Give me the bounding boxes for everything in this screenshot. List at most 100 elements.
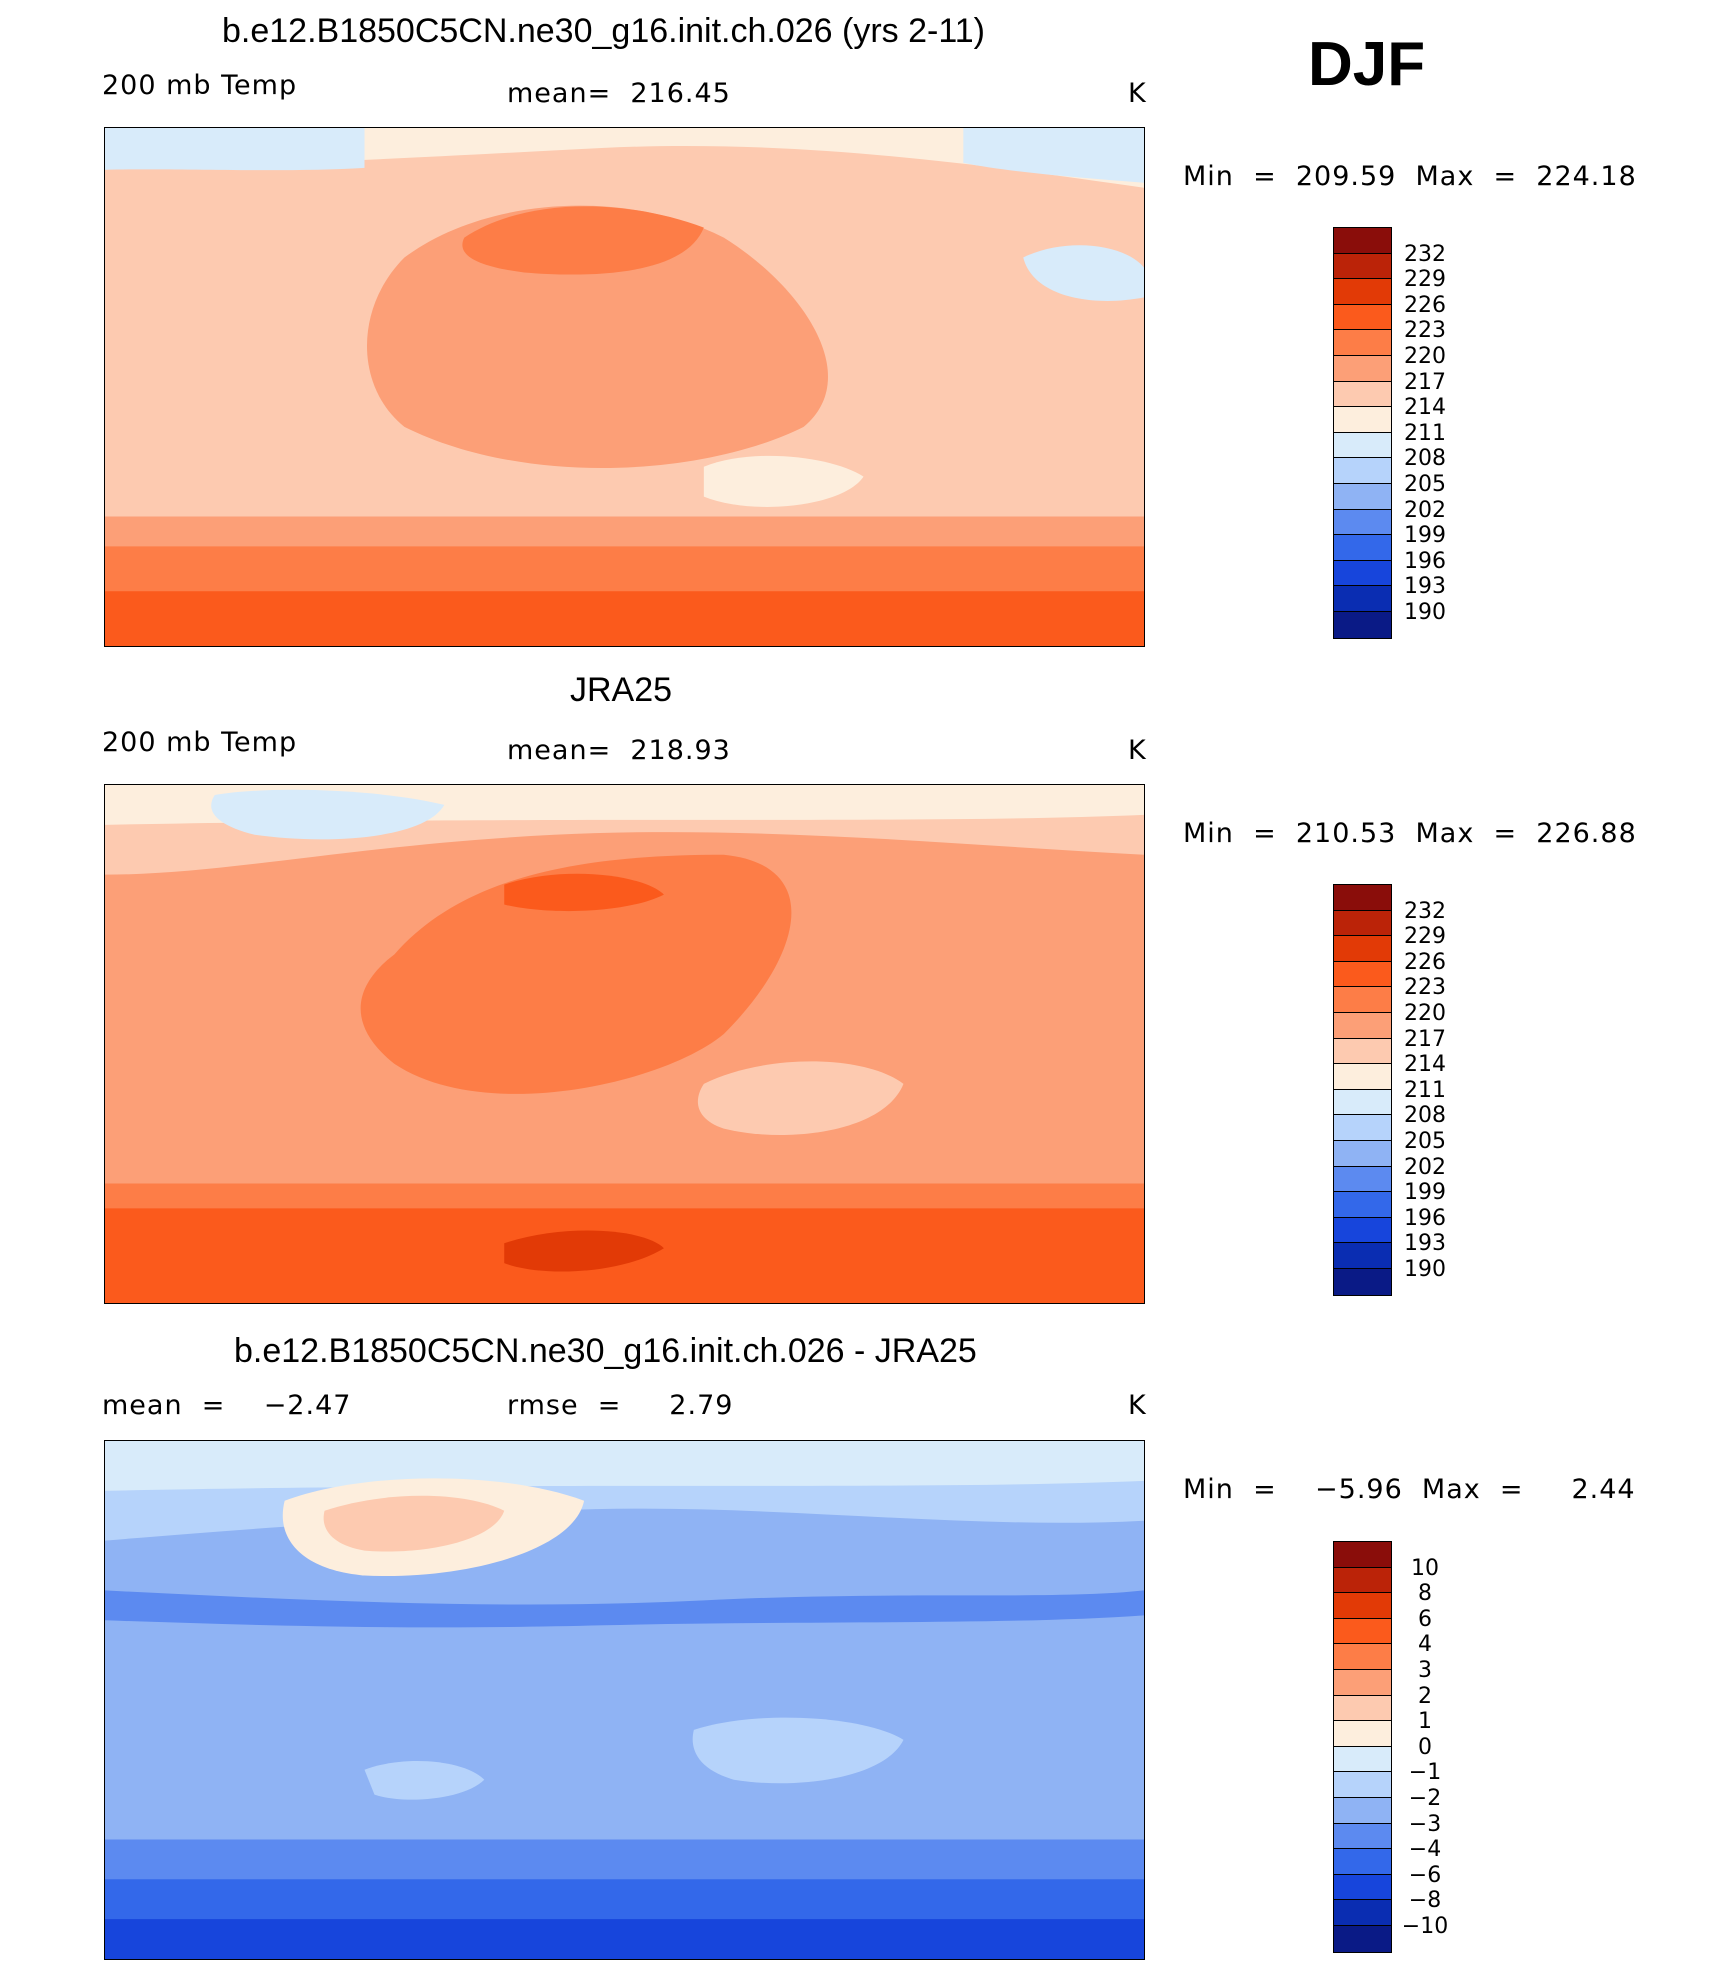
panel1-colorbar-swatch [1334, 253, 1391, 280]
panel2-colorbar-swatch [1334, 987, 1391, 1013]
season-label: DJF [1308, 30, 1426, 99]
panel2-colorbar-swatch [1334, 1012, 1391, 1039]
panel1-colorbar-swatch [1334, 458, 1391, 484]
colorbar-tick-label: 214 [1404, 395, 1446, 421]
panel3-colorbar-swatch [1334, 1618, 1391, 1645]
panel1-left-label: 200 mb Temp [102, 70, 298, 101]
panel3-colorbar-swatch [1334, 1721, 1391, 1747]
panel3-map [104, 1440, 1145, 1960]
colorbar-tick-label: 6 [1418, 1606, 1432, 1632]
panel3-colorbar-swatch [1334, 1823, 1391, 1850]
panel1-colorbar-swatch [1334, 535, 1391, 561]
panel3-mean-label: mean = −2.47 [102, 1390, 352, 1421]
colorbar-tick-label: 193 [1404, 574, 1446, 600]
panel2-colorbar-swatch [1334, 1192, 1391, 1218]
panel3-title: b.e12.B1850C5CN.ne30_g16.init.ch.026 - J… [234, 1332, 977, 1370]
panel2-colorbar-swatch [1334, 1115, 1391, 1141]
panel1-colorbar-swatch [1334, 509, 1391, 536]
panel3-colorbar-swatch [1334, 1542, 1391, 1568]
panel2-colorbar-swatch [1334, 1038, 1391, 1065]
colorbar-tick-label: 226 [1404, 292, 1446, 318]
panel2-colorbar-swatch [1334, 1217, 1391, 1244]
panel2-colorbar-swatch [1334, 1243, 1391, 1269]
colorbar-tick-label: 196 [1404, 548, 1446, 574]
panel1-title: b.e12.B1850C5CN.ne30_g16.init.ch.026 (yr… [222, 12, 985, 50]
panel2-units: K [1128, 735, 1147, 766]
colorbar-tick-label: −10 [1401, 1914, 1449, 1939]
panel2-colorbar-swatch [1334, 1140, 1391, 1167]
panel2-map [104, 784, 1145, 1304]
panel2-colorbar-swatch [1334, 1166, 1391, 1193]
colorbar-tick-label: 217 [1404, 369, 1446, 395]
panel3-units: K [1128, 1390, 1147, 1421]
panel3-colorbar-swatch [1334, 1772, 1391, 1798]
panel1-colorbar-swatch [1334, 381, 1391, 408]
colorbar-tick-label: 190 [1404, 600, 1446, 625]
panel1-colorbar-swatch [1334, 279, 1391, 305]
colorbar-tick-label: 199 [1404, 1180, 1446, 1206]
colorbar-tick-label: 223 [1404, 318, 1446, 344]
panel2-mean-label: mean= 218.93 [507, 735, 731, 766]
panel3-colorbar-swatch [1334, 1695, 1391, 1722]
panel3-colorbar-swatch [1334, 1925, 1391, 1952]
colorbar-tick-label: 8 [1418, 1581, 1432, 1607]
panel3-colorbar-swatch [1334, 1797, 1391, 1824]
colorbar-tick-label: −2 [1408, 1786, 1442, 1811]
colorbar-tick-label: 226 [1404, 949, 1446, 975]
panel1-minmax: Min = 209.59 Max = 224.18 [1183, 161, 1637, 192]
panel3-colorbar-swatch [1334, 1849, 1391, 1875]
panel2-colorbar-swatch [1334, 961, 1391, 988]
panel1-mean-label: mean= 216.45 [507, 78, 731, 109]
panel3-colorbar-swatch [1334, 1567, 1391, 1594]
colorbar-tick-label: 0 [1418, 1734, 1432, 1760]
colorbar-tick-label: 10 [1411, 1555, 1439, 1581]
panel1-colorbar-swatch [1334, 228, 1391, 254]
panel2-colorbar-swatch [1334, 1064, 1391, 1090]
colorbar-tick-label: 211 [1404, 1077, 1446, 1103]
colorbar-tick-label: 211 [1404, 420, 1446, 446]
colorbar-tick-label: 214 [1404, 1052, 1446, 1078]
panel3-colorbar-swatch [1334, 1593, 1391, 1619]
colorbar-tick-label: 199 [1404, 523, 1446, 549]
colorbar-tick-label: 3 [1418, 1658, 1432, 1683]
panel2-colorbar-swatch [1334, 1268, 1391, 1295]
panel1-units: K [1128, 78, 1147, 109]
panel1-colorbar-swatch [1334, 560, 1391, 587]
panel3-minmax: Min = −5.96 Max = 2.44 [1183, 1474, 1636, 1505]
colorbar-tick-label: 229 [1404, 267, 1446, 293]
panel1-colorbar-swatch [1334, 586, 1391, 612]
colorbar-tick-label: 196 [1404, 1205, 1446, 1231]
colorbar-tick-label: −4 [1408, 1837, 1442, 1863]
panel1-colorbar [1333, 227, 1392, 639]
panel1-colorbar-swatch [1334, 483, 1391, 510]
panel3-rmse-label: rmse = 2.79 [507, 1390, 734, 1421]
colorbar-tick-label: −3 [1408, 1811, 1442, 1837]
panel1-contour-field [105, 128, 1144, 646]
panel1-map [104, 127, 1145, 647]
panel3-colorbar-swatch [1334, 1644, 1391, 1670]
colorbar-tick-label: 202 [1404, 497, 1446, 523]
panel2-minmax: Min = 210.53 Max = 226.88 [1183, 818, 1637, 849]
panel1-colorbar-swatch [1334, 355, 1391, 382]
panel3-colorbar-swatch [1334, 1900, 1391, 1926]
panel1-colorbar-swatch [1334, 432, 1391, 459]
panel1-colorbar-swatch [1334, 330, 1391, 356]
colorbar-tick-label: 217 [1404, 1026, 1446, 1052]
panel2-title: JRA25 [570, 671, 673, 709]
colorbar-tick-label: 232 [1404, 898, 1446, 924]
colorbar-tick-label: 2 [1418, 1683, 1432, 1709]
colorbar-tick-label: 220 [1404, 344, 1446, 369]
panel2-left-label: 200 mb Temp [102, 727, 298, 758]
panel1-colorbar-swatch [1334, 304, 1391, 331]
panel2-colorbar-swatch [1334, 936, 1391, 962]
colorbar-tick-label: −1 [1408, 1760, 1442, 1786]
panel2-colorbar-swatch [1334, 1089, 1391, 1116]
colorbar-tick-label: 190 [1404, 1257, 1446, 1282]
panel3-colorbar-swatch [1334, 1669, 1391, 1696]
panel2-contour-field [105, 785, 1144, 1303]
panel3-colorbar-swatch [1334, 1874, 1391, 1901]
colorbar-tick-label: 229 [1404, 924, 1446, 950]
panel2-colorbar-swatch [1334, 885, 1391, 911]
colorbar-tick-label: 220 [1404, 1001, 1446, 1026]
colorbar-tick-label: 205 [1404, 1129, 1446, 1154]
